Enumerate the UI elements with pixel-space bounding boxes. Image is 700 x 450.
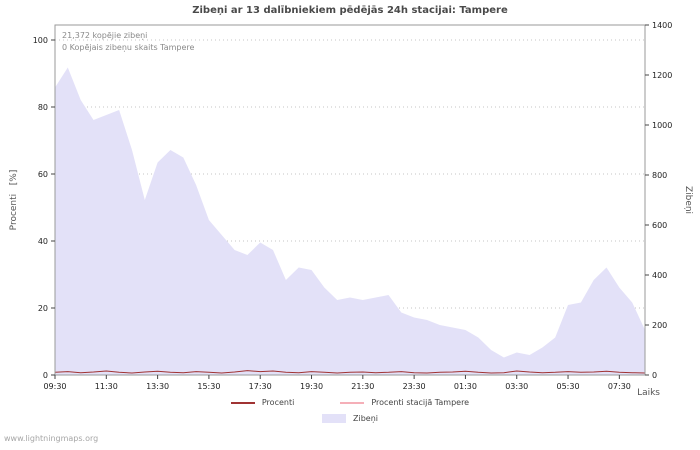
legend-item-procenti-tampere: Procenti stacijā Tampere: [340, 398, 469, 407]
y-left-tick-label: 100: [33, 36, 48, 45]
page-title: Zibeņi ar 13 dalībniekiem pēdējās 24h st…: [192, 5, 508, 16]
y-left-tick-label: 0: [43, 371, 48, 380]
legend-tampere-label: Procenti stacijā Tampere: [371, 398, 470, 407]
x-tick-label: 17:30: [249, 382, 272, 391]
y-right-tick-label: 0: [652, 371, 657, 380]
series-line-1: [54, 370, 646, 374]
watermark: www.lightningmaps.org: [4, 434, 99, 443]
y-right-tick-label: 1200: [652, 71, 672, 80]
legend-zibeni-label: Zibeņi: [353, 414, 378, 423]
y-right-tick-label: 800: [652, 171, 667, 180]
x-tick-label: 23:30: [403, 382, 426, 391]
y-left-tick-label: 80: [38, 103, 48, 112]
legend-tampere-line-swatch: [340, 401, 365, 404]
x-tick-label: 09:30: [43, 382, 66, 391]
x-tick-label: 13:30: [146, 382, 169, 391]
y-right-tick-label: 600: [652, 221, 667, 230]
series-area-zibeni: [55, 67, 645, 375]
annotation-station-total: 0 Kopējais zibeņu skaits Tampere: [62, 43, 195, 52]
y-right-tick-label: 1000: [652, 121, 672, 130]
y-left-tick-label: 60: [38, 170, 48, 179]
legend-row-lines: Procenti Procenti stacijā Tampere: [0, 398, 700, 407]
legend: Procenti Procenti stacijā Tampere Zibeņi: [0, 398, 700, 430]
plot-frame: [54, 24, 646, 376]
x-tick-label: 03:30: [505, 382, 528, 391]
legend-row-area: Zibeņi: [0, 414, 700, 423]
legend-item-zibeni: Zibeņi: [322, 414, 378, 423]
x-tick-label: 11:30: [95, 382, 118, 391]
left-axis-label: Procenti [%]: [9, 170, 19, 231]
legend-procenti-line-swatch: [230, 401, 255, 404]
y-right-tick-label: 1400: [652, 21, 672, 30]
legend-item-procenti: Procenti: [230, 398, 295, 407]
x-tick-label: 19:30: [300, 382, 323, 391]
x-tick-label: 21:30: [351, 382, 374, 391]
annotation-total-strikes: 21,372 kopējie zibeņi: [62, 31, 148, 40]
legend-procenti-label: Procenti: [261, 398, 295, 407]
x-tick-label: 01:30: [454, 382, 477, 391]
y-left-tick-label: 20: [38, 304, 48, 313]
x-tick-label: 05:30: [557, 382, 580, 391]
y-right-tick-label: 200: [652, 321, 667, 330]
x-axis-label: Laiks: [637, 388, 660, 398]
x-tick-label: 07:30: [608, 382, 631, 391]
x-tick-label: 15:30: [197, 382, 220, 391]
y-right-tick-label: 400: [652, 271, 667, 280]
y-left-tick-label: 40: [38, 237, 48, 246]
right-axis-label: Zibeņi: [683, 186, 693, 214]
legend-zibeni-area-swatch: [322, 414, 346, 423]
